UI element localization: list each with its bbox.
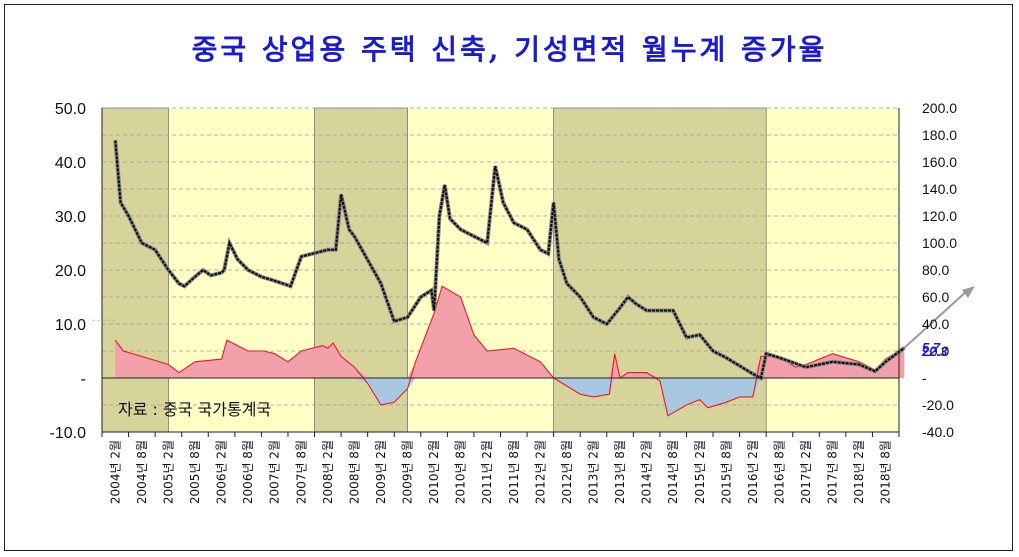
y-right-tick-8: 40.0 (922, 316, 949, 332)
y-right-tick-4: 120.0 (922, 208, 957, 224)
y-right-tick-9: 20.0 (922, 343, 949, 359)
tick-labels: 50.0 40.0 30.0 20.0 10.0 - -10.0 200.0 180.0 160.… (50, 100, 958, 504)
x-tick-6: 2007년 2월 (268, 440, 282, 504)
y-right-tick-3: 140.0 (922, 181, 957, 197)
x-tick-19: 2013년 8월 (613, 440, 627, 504)
x-tick-5: 2006년 8월 (241, 440, 255, 504)
x-tick-20: 2014년 2월 (640, 440, 654, 504)
x-tick-13: 2010년 8월 (454, 440, 468, 504)
x-tick-22: 2015년 2월 (693, 440, 707, 504)
source-note: 자료 : 중국 국가통계국 (118, 400, 271, 419)
y-left-tick-4: 10.0 (55, 317, 86, 334)
x-tick-2: 2005년 2월 (161, 440, 175, 504)
trend-arrowhead (962, 286, 975, 298)
x-tick-24: 2016년 2월 (746, 440, 760, 504)
y-right-tick-0: 200.0 (922, 100, 957, 116)
chart-title: 중국 상업용 주택 신축, 기성면적 월누계 증가율 (191, 33, 828, 66)
x-tick-28: 2018년 2월 (852, 440, 866, 504)
y-left-tick-0: 50.0 (55, 101, 86, 118)
x-tick-4: 2006년 2월 (215, 440, 229, 504)
x-tick-12: 2010년 2월 (427, 440, 441, 504)
y-right-tick-12: -40.0 (922, 424, 954, 440)
y-left-tick-2: 30.0 (55, 209, 86, 226)
y-left-tick-6: -10.0 (50, 425, 87, 442)
line-path (114, 140, 905, 380)
x-tick-17: 2012년 8월 (560, 440, 574, 504)
x-tick-25: 2016년 8월 (772, 440, 786, 504)
end-label-1: 22.3 (921, 344, 948, 359)
end-label-0: 5.7 (922, 340, 941, 355)
y-right-tick-2: 160.0 (922, 154, 957, 170)
axes (101, 108, 900, 437)
x-tick-3: 2005년 8월 (188, 440, 202, 504)
x-tick-18: 2013년 2월 (586, 440, 600, 504)
x-tick-26: 2017년 2월 (799, 440, 813, 504)
x-tick-21: 2014년 8월 (666, 440, 680, 504)
y-left-tick-5: - (81, 371, 86, 388)
y-right-tick-10: - (922, 370, 927, 386)
area-positive (115, 286, 905, 378)
area-series (92, 285, 905, 417)
x-tick-9: 2008년 8월 (347, 440, 361, 504)
x-tick-11: 2009년 8월 (401, 440, 415, 504)
x-tick-29: 2018년 8월 (879, 440, 893, 504)
y-right-tick-11: -20.0 (922, 397, 954, 413)
x-tick-14: 2011년 2월 (480, 440, 494, 504)
x-tick-15: 2011년 8월 (507, 440, 521, 504)
x-tick-23: 2015년 8월 (719, 440, 733, 504)
line-series (113, 140, 975, 381)
trend-arrow (903, 289, 969, 349)
y-right-tick-6: 80.0 (922, 262, 949, 278)
y-right-tick-5: 100.0 (922, 235, 957, 251)
x-tick-0: 2004년 2월 (108, 440, 122, 504)
x-tick-16: 2012년 2월 (533, 440, 547, 504)
x-tick-1: 2004년 8월 (135, 440, 149, 504)
area-outline (114, 285, 905, 417)
x-tick-7: 2007년 8월 (294, 440, 308, 504)
y-left-tick-3: 20.0 (55, 263, 86, 280)
y-left-tick-1: 40.0 (55, 155, 86, 172)
x-tick-8: 2008년 2월 (321, 440, 335, 504)
x-tick-10: 2009년 2월 (374, 440, 388, 504)
y-right-tick-7: 60.0 (922, 289, 949, 305)
y-right-tick-1: 180.0 (922, 127, 957, 143)
x-tick-27: 2017년 8월 (826, 440, 840, 504)
